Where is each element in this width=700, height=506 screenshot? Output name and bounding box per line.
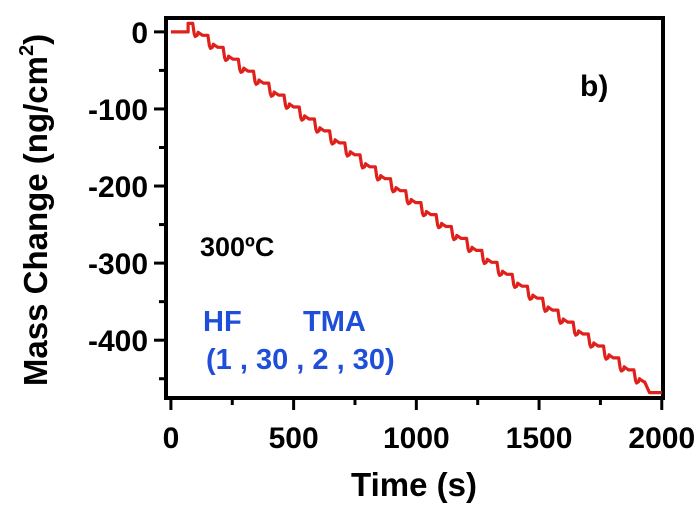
- x-axis-title: Time (s): [351, 466, 477, 503]
- y-tick-label: 0: [131, 17, 148, 50]
- axis-ticks: [154, 30, 664, 410]
- y-tick-label: -200: [88, 171, 148, 204]
- temperature-annotation: 300ºC: [200, 232, 274, 262]
- x-tick-label: 1000: [383, 422, 450, 455]
- x-tick-label: 2000: [628, 422, 695, 455]
- x-tick-label: 1500: [506, 422, 573, 455]
- mass-change-series-line: [170, 21, 662, 395]
- timing-annotation: (1 , 30 , 2 , 30): [206, 344, 395, 376]
- tma-annotation: TMA: [303, 306, 366, 338]
- x-tick-label: 500: [269, 422, 319, 455]
- tick-labels: 0 500 1000 1500 2000 0 -100 -200 -300 -400: [88, 17, 695, 455]
- y-axis-title-close: ): [17, 34, 54, 45]
- y-axis-title: Mass Change (ng/cm2): [16, 34, 54, 386]
- y-tick-label: -300: [88, 248, 148, 281]
- hf-annotation: HF: [203, 306, 242, 338]
- plot-frame: [164, 16, 665, 400]
- y-tick-label: -100: [88, 94, 148, 127]
- y-axis-title-superscript: 2: [16, 45, 38, 56]
- x-tick-label: 0: [163, 422, 180, 455]
- y-axis-title-main: Mass Change (ng/cm: [17, 56, 54, 386]
- panel-label: b): [580, 70, 608, 103]
- y-tick-label: -400: [88, 325, 148, 358]
